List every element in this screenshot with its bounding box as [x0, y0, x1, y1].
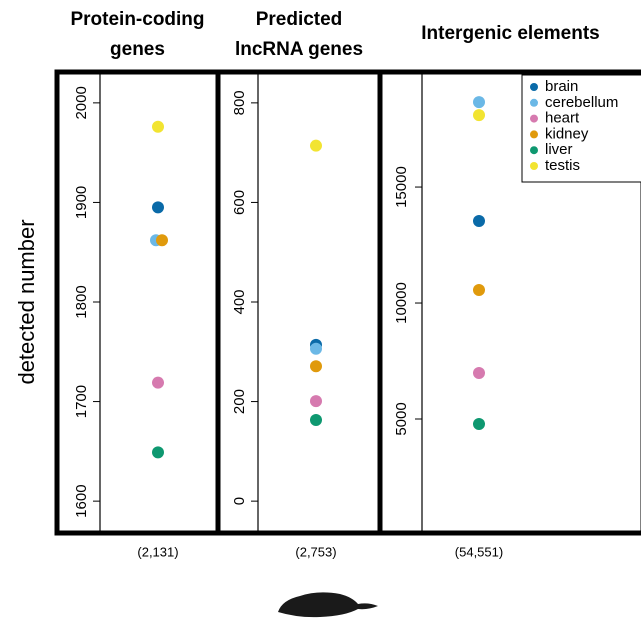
y-tick-label: 200	[231, 389, 248, 414]
y-tick-label: 5000	[393, 402, 410, 435]
y-tick-label: 800	[231, 90, 248, 115]
data-point	[473, 417, 485, 430]
y-tick-label: 2000	[73, 86, 90, 119]
data-point	[310, 139, 322, 152]
y-tick-label: 400	[231, 289, 248, 314]
legend-swatch	[530, 162, 538, 170]
data-point	[152, 446, 164, 459]
legend-swatch	[530, 83, 538, 91]
legend-label: cerebellum	[545, 94, 618, 111]
data-point	[473, 215, 485, 228]
data-point	[152, 120, 164, 133]
panel-title: Predicted	[256, 9, 343, 30]
legend-label: brain	[545, 78, 578, 95]
legend-label: testis	[545, 157, 580, 174]
legend-swatch	[530, 130, 538, 139]
data-point	[310, 413, 322, 426]
panel-title: genes	[110, 39, 165, 60]
panel-title: lncRNA genes	[235, 39, 363, 60]
data-point	[473, 109, 485, 122]
y-axis-label: detected number	[14, 219, 39, 384]
panel-title: Protein-coding	[70, 9, 204, 30]
data-point	[152, 201, 164, 214]
panel-title: Intergenic elements	[421, 23, 599, 44]
count-note: (2,753)	[295, 544, 336, 559]
data-point	[310, 342, 322, 355]
count-note: (2,131)	[137, 544, 178, 559]
legend-label: liver	[545, 141, 573, 158]
y-tick-label: 10000	[393, 282, 410, 324]
y-tick-label: 600	[231, 190, 248, 215]
y-tick-label: 1700	[73, 385, 90, 418]
data-point	[473, 96, 485, 109]
y-tick-label: 0	[231, 497, 248, 505]
y-tick-label: 1600	[73, 484, 90, 517]
y-tick-label: 15000	[393, 166, 410, 208]
platypus-silhouette	[278, 592, 378, 618]
data-point	[310, 395, 322, 408]
data-point	[473, 284, 485, 297]
data-point	[156, 234, 168, 247]
legend-box	[521, 74, 641, 183]
legend-swatch	[530, 146, 538, 155]
data-point	[310, 360, 322, 373]
data-point	[473, 367, 485, 380]
y-tick-label: 1900	[73, 186, 90, 219]
count-note: (54,551)	[455, 544, 503, 559]
legend-label: kidney	[545, 125, 589, 142]
y-tick-label: 1800	[73, 285, 90, 318]
legend-swatch	[530, 114, 538, 123]
legend-label: heart	[545, 110, 580, 127]
panel-frame	[377, 69, 641, 536]
data-point	[152, 376, 164, 389]
legend-swatch	[530, 98, 538, 107]
